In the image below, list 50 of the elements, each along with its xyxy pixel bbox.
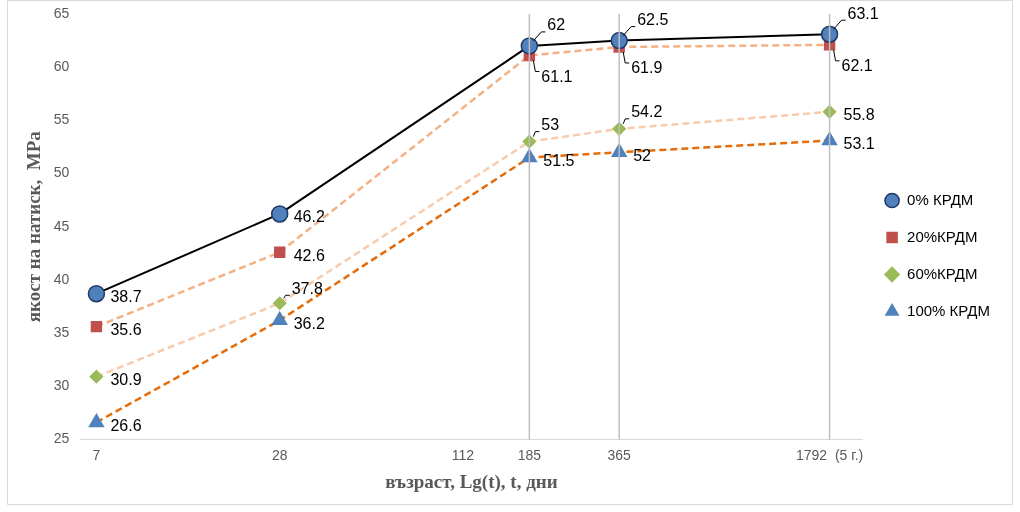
y-tick-label: 55	[53, 111, 70, 128]
point	[88, 413, 105, 428]
data-label: 62	[547, 16, 566, 34]
data-label: 54.2	[631, 103, 663, 121]
data-label: 26.6	[110, 416, 142, 434]
point	[274, 246, 286, 258]
data-label: 63.1	[847, 4, 879, 22]
data-label: 53.1	[843, 134, 875, 152]
legend-label: 20%КРДМ	[907, 227, 978, 245]
data-label: 53	[541, 116, 560, 134]
x-axis-title: възраст, Lg(t), t, дни	[385, 470, 558, 493]
y-tick-label: 30	[53, 377, 70, 394]
data-label: 37.8	[291, 279, 323, 297]
legend-label: 100% КРДМ	[907, 301, 991, 319]
data-label: 55.8	[843, 106, 875, 124]
point	[87, 284, 106, 303]
data-label: 62.5	[637, 10, 669, 28]
point	[90, 320, 103, 333]
point	[270, 205, 289, 223]
y-tick-label: 45	[53, 217, 70, 234]
y-tick-label: 35	[53, 323, 70, 340]
legend-label: 60%КРДМ	[907, 264, 978, 282]
data-label: 30.9	[110, 371, 142, 389]
data-label: 52	[633, 146, 652, 164]
legend-label: 0% КРДМ	[907, 190, 974, 208]
y-tick-label: 40	[53, 270, 70, 287]
data-label: 35.6	[110, 321, 142, 339]
x-tick-label: 7	[92, 446, 101, 463]
data-label: 42.6	[293, 246, 325, 264]
y-tick-label: 65	[53, 4, 70, 21]
data-label: 61.1	[541, 67, 573, 85]
data-label: 38.7	[110, 288, 142, 306]
x-tick-label: 112	[451, 446, 475, 463]
point	[89, 369, 104, 384]
x-tick-label: 185	[517, 446, 542, 463]
data-label: 51.5	[543, 151, 575, 169]
data-label: 61.9	[631, 59, 663, 77]
y-tick-label: 25	[53, 430, 70, 447]
point	[820, 25, 839, 43]
point	[272, 311, 288, 326]
y-tick-label: 50	[53, 164, 70, 181]
data-label: 46.2	[293, 208, 325, 226]
x-tick-label: 1792 (5 г.)	[795, 446, 864, 463]
x-tick-label: 28	[271, 446, 288, 463]
x-tick-label: 365	[607, 446, 632, 463]
data-label: 62.1	[841, 57, 873, 75]
y-axis-title: якост на натиск, МРа	[23, 130, 45, 323]
y-tick-label: 60	[53, 58, 70, 75]
data-label: 36.2	[293, 314, 325, 332]
point	[272, 296, 287, 311]
